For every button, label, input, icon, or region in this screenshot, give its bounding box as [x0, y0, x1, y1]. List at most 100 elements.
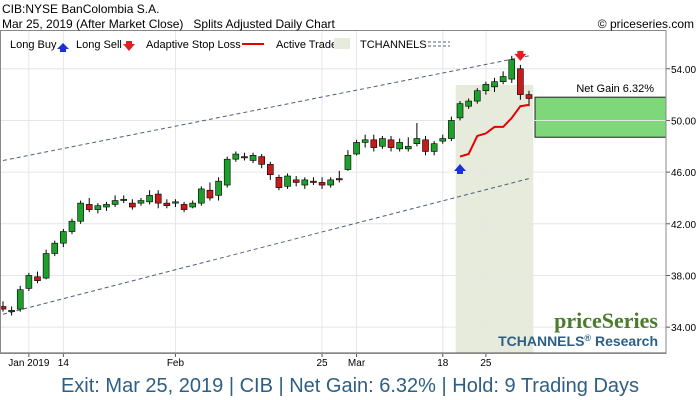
x-tick-label: Jan 2019: [8, 358, 50, 369]
candle-body: [180, 204, 188, 210]
candle: [16, 285, 24, 312]
candle-body: [499, 76, 507, 82]
candle: [456, 101, 464, 121]
trade-markers: [454, 50, 527, 174]
candle-body: [163, 202, 171, 207]
candlesticks: [0, 55, 533, 316]
candle-body: [189, 202, 197, 208]
plot-frame: [0, 30, 667, 354]
net-gain-label: Net Gain 6.32%: [576, 83, 654, 95]
candle-body: [172, 201, 179, 204]
candle-body: [120, 198, 128, 201]
candle: [223, 156, 231, 188]
candle: [215, 177, 222, 201]
candle: [258, 154, 265, 169]
candle: [491, 77, 498, 93]
candle: [8, 306, 15, 316]
candle-body: [301, 179, 309, 186]
candle: [60, 228, 67, 248]
x-tick-label: Mar: [348, 358, 366, 369]
candle-body: [473, 90, 481, 102]
copyright-notice: © priceseries.com: [597, 17, 694, 31]
x-tick-label: Feb: [167, 358, 185, 369]
candle: [404, 137, 412, 152]
candle: [370, 134, 378, 152]
candle-body: [379, 138, 386, 147]
candle: [284, 173, 291, 189]
candle: [396, 138, 403, 152]
candle-body: [206, 189, 214, 199]
candle-body: [335, 178, 343, 181]
candle: [189, 200, 197, 209]
candle: [51, 240, 59, 257]
candle: [267, 161, 274, 180]
candle-body: [68, 220, 76, 232]
candle-body: [51, 242, 59, 254]
candle: [94, 203, 102, 214]
legend-active-trade: Active Trade: [276, 39, 337, 51]
candle-body: [413, 138, 421, 144]
candle-body: [25, 275, 33, 289]
net-gain-box: [534, 96, 667, 138]
research-label: TCHANNELS® Research: [498, 333, 658, 349]
candle: [387, 135, 395, 152]
adaptive-stop-line: [459, 103, 530, 158]
candle-body: [0, 306, 7, 310]
x-tick-label: 25: [316, 358, 328, 369]
candle: [163, 199, 171, 209]
tchannel-lines: [2, 55, 530, 315]
channel-upper-line: [2, 55, 530, 161]
candle-body: [42, 253, 50, 279]
candle: [180, 201, 188, 213]
candle-body: [60, 231, 67, 244]
active-trade-region: [455, 85, 534, 353]
candle: [482, 81, 490, 95]
candle: [525, 90, 533, 107]
candle: [465, 98, 472, 109]
candle-body: [456, 103, 464, 119]
candle: [137, 197, 145, 206]
candle-body: [465, 100, 472, 107]
candle: [25, 272, 33, 291]
candle-body: [508, 59, 516, 80]
candle-body: [344, 155, 352, 170]
grid-lines: [0, 30, 666, 353]
candle: [430, 141, 438, 156]
trade-summary-footer: Exit: Mar 25, 2019 | CIB | Net Gain: 6.3…: [60, 375, 640, 397]
x-tick-label: 25: [480, 358, 492, 369]
candle-body: [404, 145, 412, 150]
brand-logo: priceSeries: [554, 308, 658, 333]
candle: [344, 150, 352, 171]
candle: [499, 71, 507, 85]
y-tick-label: 38.00: [671, 271, 696, 282]
candle-body: [137, 200, 145, 204]
candle-body: [94, 205, 102, 210]
candle: [310, 177, 317, 186]
y-tick-label: 46.00: [671, 168, 696, 179]
candle-body: [16, 289, 24, 310]
candle: [42, 249, 50, 280]
candle-body: [215, 180, 222, 196]
candle: [353, 139, 360, 156]
legend-long-sell: Long Sell: [76, 39, 122, 51]
symbol-line: CIB:NYSE BanColombia S.A.: [2, 2, 160, 16]
candle: [206, 182, 214, 201]
candle-body: [232, 153, 240, 160]
candle: [249, 152, 257, 164]
candle-body: [85, 204, 93, 210]
legend-long-buy: Long Buy: [10, 39, 57, 51]
y-tick-label: 50.00: [671, 116, 696, 127]
channel-lower-line: [2, 178, 530, 315]
chart-subtitle: Mar 25, 2019 (After Market Close) Splits…: [2, 17, 335, 31]
y-tick-label: 42.00: [671, 220, 696, 231]
adaptive-stop-path: [459, 103, 530, 158]
candle: [241, 152, 248, 161]
candle-body: [198, 188, 205, 204]
candle: [292, 175, 300, 187]
y-tick-label: 34.00: [671, 323, 696, 334]
candle: [327, 177, 334, 188]
candle-body: [154, 193, 162, 204]
long-buy-marker-icon: [454, 163, 467, 174]
candle: [517, 64, 524, 100]
candle: [232, 151, 240, 162]
